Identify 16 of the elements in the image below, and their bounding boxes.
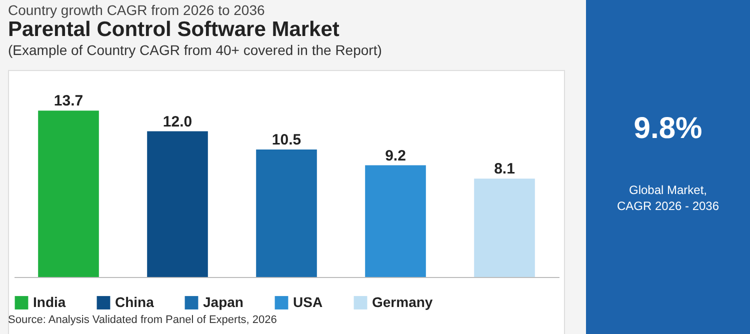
data-label: 13.7: [54, 92, 84, 110]
legend-label: China: [115, 294, 154, 310]
legend-label: Japan: [203, 294, 244, 310]
chart-subtitle: (Example of Country CAGR from 40+ covered in the Report): [8, 42, 382, 58]
legend-label: Germany: [372, 294, 433, 310]
text: 9.8%: [632, 112, 704, 146]
legend-label: India: [33, 294, 66, 310]
text: Global Market, CAGR 2026 - 2036: [616, 182, 720, 214]
text: Country growth CAGR from 2026 to 2036: [8, 2, 265, 18]
data-label: 9.2: [385, 147, 406, 164]
source-note: Source: Analysis Validated from Panel of Experts, 2026: [8, 314, 277, 326]
data-label: 8.1: [494, 160, 515, 178]
chart-title: Parental Control Software Market: [8, 18, 340, 42]
legend-label: USA: [293, 294, 323, 310]
data-label: 12.0: [162, 113, 192, 130]
data-label: 10.5: [272, 132, 302, 148]
